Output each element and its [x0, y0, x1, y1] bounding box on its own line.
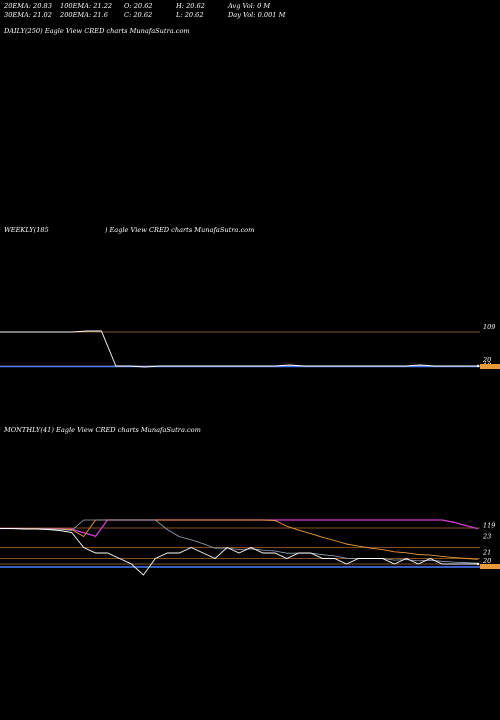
- y-tick-label: 119: [483, 522, 495, 530]
- monthly-chart: 11923212019: [0, 519, 500, 576]
- monthly-panel-title: MONTHLY(41) Eagle View CRED charts Munaf…: [4, 426, 201, 434]
- day-volume: Day Vol: 0.001 M: [228, 10, 286, 19]
- stats-row-1: 20EMA: 20.83 100EMA: 21.22 O: 20.62 H: 20.6…: [4, 2, 308, 11]
- weekly-panel-title: WEEKLY(185 ) Eagle View CRED charts Munaf…: [4, 226, 254, 234]
- stats-row-2: 30EMA: 21.02 200EMA: 21.6 C: 20.62 L: 20.62…: [4, 11, 308, 20]
- price-tag: [480, 364, 500, 369]
- ema200-value: 200EMA: 21.6: [60, 10, 108, 19]
- weekly-title-right: ) Eagle View CRED charts MunafaSutra.com: [104, 226, 255, 234]
- weekly-chart: 1092019: [0, 323, 500, 370]
- open-value: O: 20.62: [124, 2, 153, 10]
- ema-line: [0, 519, 479, 564]
- price-line: [0, 330, 478, 368]
- high-value: H: 20.62: [176, 2, 205, 10]
- low-value: L: 20.62: [176, 10, 204, 19]
- ema100-value: 100EMA: 21.22: [60, 2, 113, 10]
- avg-volume: Avg Vol: 0 M: [228, 2, 271, 10]
- stats-header: 20EMA: 20.83 100EMA: 21.22 O: 20.62 H: 20.6…: [4, 2, 308, 19]
- ema30-value: 30EMA: 21.02: [4, 10, 52, 19]
- weekly-title-left: WEEKLY(185: [4, 226, 49, 234]
- price-tag: [480, 564, 500, 569]
- y-tick-label: 23: [482, 533, 491, 541]
- price-line: [0, 528, 478, 576]
- daily-panel-title: DAILY(250) Eagle View CRED charts Munafa…: [4, 27, 190, 35]
- close-value: C: 20.62: [124, 10, 153, 19]
- y-tick-label: 21: [482, 549, 491, 557]
- last-price-point: [476, 364, 480, 368]
- y-tick-label: 20: [482, 557, 491, 565]
- y-tick-label: 20: [482, 356, 491, 364]
- last-price-point: [476, 562, 480, 566]
- ema-line: [0, 519, 479, 560]
- y-tick-label: 109: [483, 323, 495, 331]
- ema20-value: 20EMA: 20.83: [4, 2, 52, 10]
